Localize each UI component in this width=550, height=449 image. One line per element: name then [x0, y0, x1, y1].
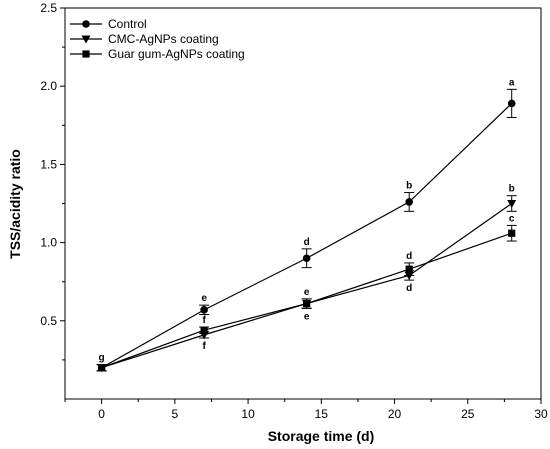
- data-point-square: [82, 50, 90, 58]
- data-point-circle: [200, 306, 208, 314]
- data-point-square: [405, 265, 413, 273]
- significance-letter: b: [509, 184, 515, 195]
- data-point-triangle: [81, 35, 91, 44]
- data-point-square: [200, 326, 208, 334]
- significance-letter: d: [304, 237, 310, 248]
- x-tick-label: 0: [98, 407, 105, 421]
- y-axis: 0.5 1.0 1.5 2.0 2.5: [40, 1, 65, 361]
- y-tick-label: 2.0: [40, 79, 57, 93]
- x-tick-label: 15: [315, 407, 329, 421]
- significance-letter: c: [509, 213, 515, 224]
- data-point-square: [303, 299, 311, 308]
- y-tick-label: 1.5: [40, 157, 57, 171]
- data-point-triangle: [507, 200, 517, 208]
- series-circle: g e d b a: [96, 77, 517, 372]
- legend-label: CMC-AgNPs coating: [108, 32, 219, 46]
- plot-frame: [64, 7, 542, 400]
- series-line: [101, 102, 513, 369]
- significance-letter: g: [99, 353, 105, 364]
- x-tick-label: 25: [461, 407, 475, 421]
- x-axis: 0 5 10 15 20 25 30: [64, 399, 548, 421]
- significance-letter: e: [304, 311, 310, 322]
- y-tick-label: 0.5: [40, 314, 57, 328]
- significance-letter: e: [201, 293, 207, 304]
- legend-label: Guar gum-AgNPs coating: [108, 47, 245, 61]
- significance-letter: f: [202, 341, 206, 352]
- x-axis-title: Storage time (d): [268, 428, 375, 444]
- data-point-circle: [507, 99, 516, 108]
- legend-item: CMC-AgNPs coating: [70, 32, 219, 46]
- y-tick-label: 1.0: [40, 236, 57, 250]
- significance-letter: d: [406, 251, 412, 262]
- legend-item: Guar gum-AgNPs coating: [70, 47, 245, 61]
- y-tick-label: 2.5: [40, 1, 57, 15]
- significance-letter: f: [202, 315, 206, 326]
- significance-letter: d: [406, 283, 412, 294]
- plot-border: [64, 7, 542, 400]
- data-point-circle: [405, 198, 413, 206]
- significance-letter: b: [406, 181, 412, 192]
- legend-item: Control: [70, 17, 147, 31]
- y-axis-title: TSS/acidity ratio: [7, 149, 23, 259]
- data-point-square: [98, 364, 106, 372]
- significance-letter: e: [304, 287, 310, 298]
- data-point-circle: [82, 20, 90, 28]
- significance-letter: a: [509, 77, 515, 88]
- data-point-square: [508, 229, 516, 237]
- x-tick-label: 30: [534, 407, 548, 421]
- series-line: [101, 203, 513, 369]
- x-tick-label: 5: [172, 407, 179, 421]
- x-tick-label: 10: [241, 407, 255, 421]
- data-point-circle: [302, 254, 311, 263]
- x-tick-label: 20: [388, 407, 402, 421]
- legend-label: Control: [108, 17, 147, 31]
